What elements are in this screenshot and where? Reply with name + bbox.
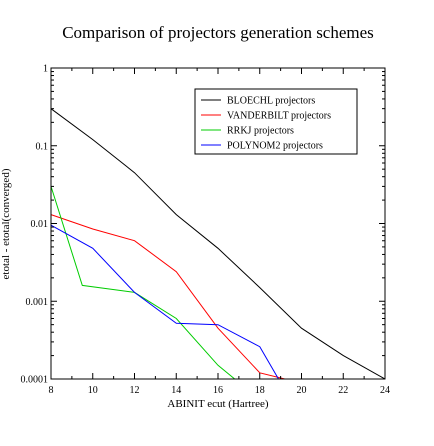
series-line bbox=[50, 214, 285, 380]
x-tick-label: 10 bbox=[88, 385, 98, 396]
legend-box bbox=[194, 88, 358, 155]
y-tick-label: 0.1 bbox=[36, 141, 49, 152]
legend-label: POLYNOM2 projectors bbox=[227, 141, 323, 152]
y-tick-label: 0.0001 bbox=[21, 375, 49, 386]
x-tick-label: 14 bbox=[171, 385, 181, 396]
series-layer bbox=[50, 108, 386, 380]
plot-frame bbox=[50, 67, 386, 380]
y-tick-label: 0.01 bbox=[31, 219, 49, 230]
legend-label: BLOECHL projectors bbox=[227, 96, 315, 107]
legend-label: VANDERBILT projectors bbox=[227, 111, 331, 122]
series-line bbox=[50, 186, 236, 380]
y-tick-label: 0.001 bbox=[26, 297, 49, 308]
series-line bbox=[50, 224, 279, 380]
legend: BLOECHL projectors VANDERBILT projectors R… bbox=[194, 88, 358, 155]
x-axis-label: ABINIT ecut (Hartree) bbox=[167, 398, 269, 410]
series-line bbox=[50, 108, 386, 380]
y-tick-label: 1 bbox=[43, 64, 48, 75]
x-tick-label: 8 bbox=[49, 385, 54, 396]
legend-label: RRKJ projectors bbox=[227, 126, 294, 137]
x-tick-label: 18 bbox=[255, 385, 265, 396]
legend-entries: BLOECHL projectors VANDERBILT projectors R… bbox=[201, 96, 331, 152]
x-tick-label: 12 bbox=[130, 385, 140, 396]
x-tick-label: 20 bbox=[297, 385, 307, 396]
chart-title: Comparison of projectors generation sche… bbox=[62, 23, 374, 42]
plot-area: 8 10 12 14 16 18 20 22 24 0.0001 0.001 0.01 0.1 1 bbox=[21, 64, 391, 397]
x-tick-label: 24 bbox=[380, 385, 390, 396]
y-axis-label: etotal - etotal(converged) bbox=[0, 168, 12, 279]
x-tick-label: 16 bbox=[213, 385, 223, 396]
tick-layer: 8 10 12 14 16 18 20 22 24 0.0001 0.001 0.01 0.1 1 bbox=[21, 64, 391, 397]
x-tick-label: 22 bbox=[338, 385, 348, 396]
